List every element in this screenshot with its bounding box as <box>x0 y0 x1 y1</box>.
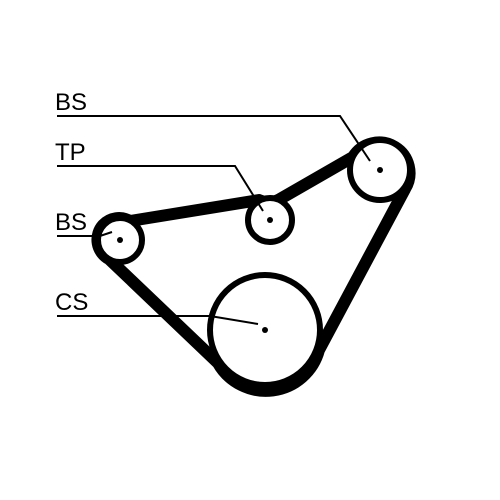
belt-routing-diagram: BS TP BS CS <box>0 0 500 500</box>
label-bs_top: BS <box>55 89 87 116</box>
leader-bs_top <box>57 116 370 161</box>
label-bs_left: BS <box>55 209 87 236</box>
pulley-center-bs_left <box>117 237 123 243</box>
pulley-center-bs_top <box>377 167 383 173</box>
pulley-center-tp <box>267 217 273 223</box>
label-tp: TP <box>55 139 86 166</box>
label-cs: CS <box>55 289 88 316</box>
pulley-center-cs <box>262 327 268 333</box>
